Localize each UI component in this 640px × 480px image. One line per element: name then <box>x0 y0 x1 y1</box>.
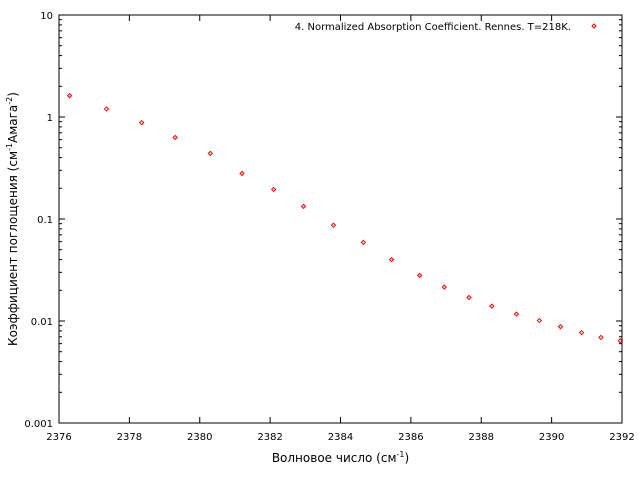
legend: 4. Normalized Absorption Coefficient. Re… <box>295 22 597 33</box>
x-tick-label: 2382 <box>257 432 282 443</box>
x-tick-label: 2380 <box>187 432 212 443</box>
data-point <box>138 119 145 126</box>
x-tick-label: 2392 <box>609 432 634 443</box>
x-tick-label: 2378 <box>117 432 142 443</box>
x-axis-title-tail: ) <box>404 451 409 465</box>
data-point <box>172 134 178 141</box>
data-point <box>416 272 423 279</box>
x-tick-label: 2376 <box>46 432 71 443</box>
legend-marker-shape <box>591 23 597 29</box>
data-point <box>330 222 337 228</box>
data-point <box>388 256 395 263</box>
y-tick-label: 1 <box>47 113 53 124</box>
x-tick-label: 2386 <box>398 432 423 443</box>
data-point <box>207 150 214 157</box>
data-points <box>66 92 623 344</box>
y-tick-label: 10 <box>40 11 53 22</box>
legend-marker-icon <box>591 23 597 29</box>
y-axis-title-sup2: -2 <box>5 97 14 105</box>
y-axis-title-mid: Амага <box>6 105 20 143</box>
x-axis-title-sup: -1 <box>397 450 405 459</box>
y-axis-title-sup1: -1 <box>5 143 14 151</box>
x-axis-title-base: Волновое число (см <box>272 451 397 465</box>
y-tick-label: 0.1 <box>37 215 53 226</box>
data-point <box>466 294 472 301</box>
data-point <box>360 239 367 246</box>
data-point <box>270 186 277 193</box>
y-axis-title-base: Коэффициент поглощения (см <box>6 151 20 346</box>
data-point <box>489 303 495 309</box>
y-tick-label: 0.01 <box>31 317 53 328</box>
data-point <box>239 170 245 177</box>
x-tick-label: 2384 <box>328 432 353 443</box>
data-point <box>300 203 307 210</box>
x-axis-title: Волновое число (см-1) <box>272 450 409 465</box>
x-tick-label: 2388 <box>469 432 494 443</box>
y-axis-title-tail: ) <box>6 92 20 97</box>
data-point <box>536 317 543 324</box>
data-point <box>557 323 564 330</box>
data-point <box>103 106 110 112</box>
y-axis-title: Коэффициент поглощения (см-1Амага-2) <box>5 92 20 346</box>
plot-frame <box>58 14 623 424</box>
y-tick-label: 0.001 <box>24 419 53 430</box>
legend-label: 4. Normalized Absorption Coefficient. Re… <box>295 22 571 33</box>
data-point <box>513 311 520 317</box>
x-tick-label: 2390 <box>539 432 564 443</box>
data-point <box>578 329 585 336</box>
data-point <box>598 334 604 341</box>
data-point <box>66 92 73 99</box>
data-point <box>441 284 448 290</box>
